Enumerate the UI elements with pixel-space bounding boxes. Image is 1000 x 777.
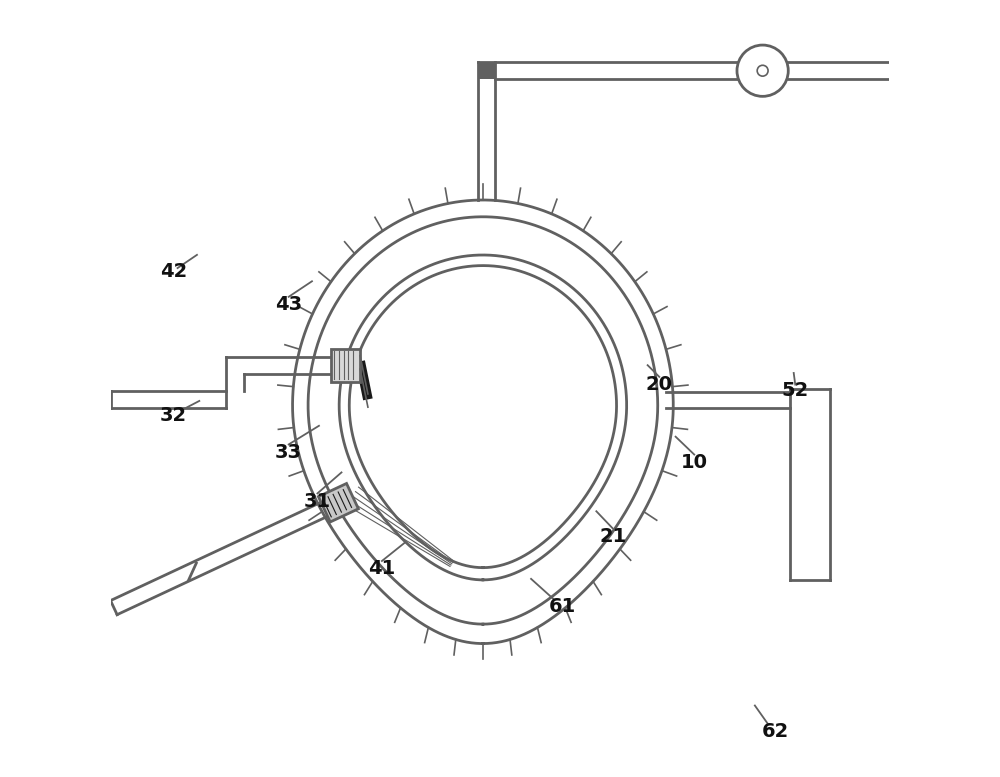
Text: 41: 41	[368, 559, 396, 578]
Text: 52: 52	[782, 381, 809, 399]
Text: 10: 10	[681, 453, 708, 472]
Text: 32: 32	[160, 406, 187, 425]
Bar	[331, 349, 360, 382]
Text: 31: 31	[304, 492, 331, 510]
Text: 61: 61	[549, 597, 576, 615]
Text: 42: 42	[160, 263, 187, 281]
Text: 43: 43	[275, 295, 302, 314]
Circle shape	[757, 65, 768, 76]
Polygon shape	[318, 483, 358, 522]
Circle shape	[737, 45, 788, 96]
Text: 62: 62	[762, 723, 789, 741]
Text: 20: 20	[646, 375, 673, 394]
Bar	[478, 62, 495, 79]
Text: 21: 21	[599, 527, 626, 545]
Text: 33: 33	[275, 443, 302, 462]
